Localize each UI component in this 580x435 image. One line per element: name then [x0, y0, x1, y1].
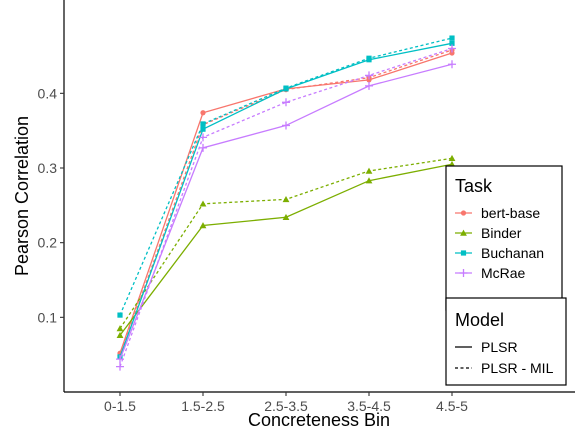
series-line	[119, 37, 453, 316]
data-point	[365, 167, 373, 174]
legend-swatch-marker	[460, 250, 467, 256]
legend-item-binder: Binder	[455, 225, 522, 241]
data-point	[449, 40, 455, 46]
y-ticks: 0.1 0.2 0.3 0.4	[38, 85, 64, 325]
legend-label: McRae	[481, 265, 526, 281]
data-point	[282, 213, 290, 220]
series-McRae-plsr	[116, 60, 456, 364]
x-tick-label: 1.5-2.5	[181, 398, 225, 414]
data-point	[449, 35, 455, 41]
legend-model-items: PLSR PLSR - MIL	[455, 339, 554, 376]
y-tick-label: 0.2	[38, 235, 58, 251]
x-tick-label: 3.5-4.5	[347, 398, 391, 414]
data-point	[365, 71, 373, 80]
data-point	[199, 143, 207, 152]
series-line	[119, 163, 453, 336]
series-Binder-plsr	[116, 160, 456, 338]
y-tick-label: 0.1	[38, 309, 58, 325]
legend-task: Task bert-base Binder Buchanan McRae	[445, 165, 563, 311]
x-tick-label: 2.5-3.5	[264, 398, 308, 414]
series-bert-base-plsr-mil	[117, 47, 455, 359]
x-axis-title: Concreteness Bin	[248, 410, 390, 430]
legend-task-items: bert-base Binder Buchanan McRae	[455, 205, 544, 281]
legend-label: bert-base	[481, 205, 540, 221]
y-axis-title: Pearson Correlation	[12, 116, 32, 276]
legend-model-box	[445, 297, 567, 386]
series-line	[119, 49, 453, 356]
legend-item-mcrae: McRae	[455, 265, 526, 281]
data-point	[283, 85, 289, 91]
series-line	[119, 52, 453, 354]
series-line	[119, 157, 453, 329]
legend-label: PLSR - MIL	[481, 360, 554, 376]
data-point	[282, 98, 290, 107]
data-point	[282, 121, 290, 130]
data-point	[365, 177, 373, 184]
data-point	[199, 222, 207, 229]
legend-label: PLSR	[481, 339, 518, 355]
series-Binder-plsr-mil	[116, 154, 456, 332]
legend-task-title: Task	[455, 176, 493, 196]
data-point	[282, 195, 290, 203]
data-point	[116, 331, 124, 338]
data-point	[116, 325, 124, 332]
x-tick-label: 0-1.5	[104, 398, 136, 414]
legend-swatch-marker	[460, 229, 467, 236]
legend-item-buchanan: Buchanan	[455, 245, 544, 261]
data-point	[200, 121, 206, 127]
data-point	[448, 154, 456, 162]
x-tick-label: 4.5-5	[436, 398, 468, 414]
data-point	[199, 133, 207, 142]
data-point	[199, 200, 207, 207]
y-tick-label: 0.4	[38, 85, 58, 101]
data-point	[116, 362, 124, 371]
legend-swatch-marker	[459, 269, 468, 277]
data-point	[366, 55, 372, 61]
legend-label: Buchanan	[481, 245, 544, 261]
x-ticks: 0-1.5 1.5-2.5 2.5-3.5 3.5-4.5 4.5-5	[104, 392, 468, 414]
legend-task-box	[445, 165, 563, 311]
data-point	[448, 44, 456, 53]
legend-item-plsr-mil: PLSR - MIL	[455, 360, 554, 376]
series-McRae-plsr-mil	[116, 44, 456, 371]
series-Buchanan-plsr-mil	[117, 35, 455, 318]
legend-model-title: Model	[455, 310, 504, 330]
legend-label: Binder	[481, 225, 522, 241]
data-point	[200, 126, 206, 132]
data-point	[117, 312, 123, 318]
data-point	[365, 81, 373, 90]
data-point	[200, 110, 206, 116]
data-point	[448, 60, 456, 69]
legend-item-plsr: PLSR	[455, 339, 518, 355]
legend-swatch-marker	[460, 210, 467, 216]
series-line	[119, 63, 453, 360]
legend-item-bert-base: bert-base	[455, 205, 540, 221]
y-tick-label: 0.3	[38, 160, 58, 176]
legend-model: Model PLSR PLSR - MIL	[445, 297, 567, 386]
plot-area	[116, 35, 456, 371]
